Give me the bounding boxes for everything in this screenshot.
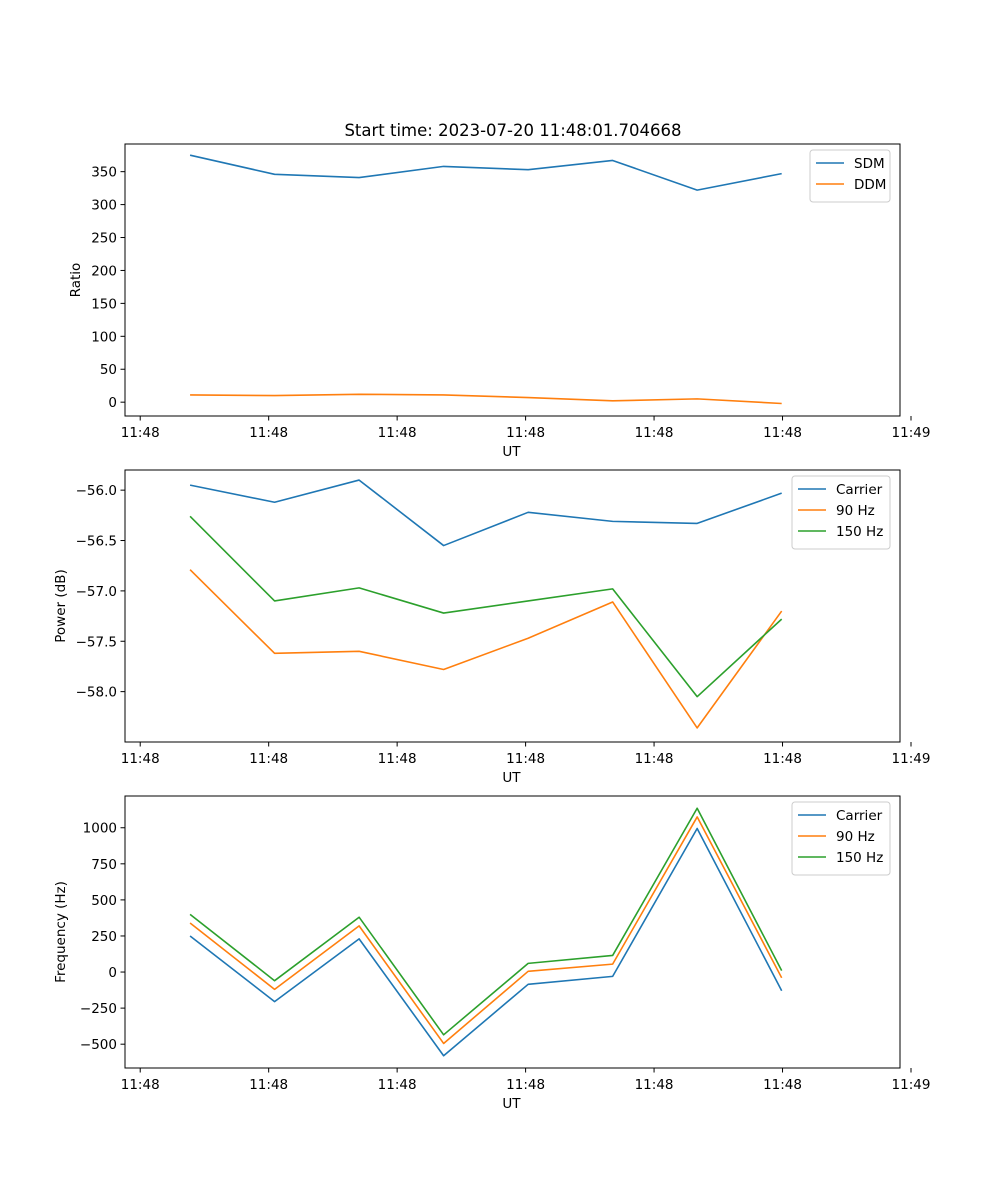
x-tick-label: 11:49 bbox=[892, 1077, 931, 1093]
y-tick-label: 0 bbox=[108, 395, 117, 411]
x-tick-label: 11:48 bbox=[506, 1077, 545, 1093]
series-line-carrier bbox=[189, 827, 783, 1057]
y-tick-label: 0 bbox=[108, 965, 117, 981]
y-tick-label: −57.5 bbox=[76, 634, 117, 650]
legend-label: SDM bbox=[854, 156, 885, 172]
y-tick-label: −250 bbox=[80, 1001, 117, 1017]
x-tick-label: 11:48 bbox=[763, 425, 802, 441]
y-tick-label: 500 bbox=[91, 893, 117, 909]
x-tick-label: 11:48 bbox=[763, 1077, 802, 1093]
y-tick-label: 250 bbox=[91, 231, 117, 247]
x-tick-label: 11:48 bbox=[635, 425, 674, 441]
x-axis-label: UT bbox=[502, 770, 521, 786]
y-axis-label: Power (dB) bbox=[53, 569, 69, 642]
y-tick-label: −56.5 bbox=[76, 534, 117, 550]
legend-label: 90 Hz bbox=[836, 503, 875, 519]
y-tick-label: 150 bbox=[91, 296, 117, 312]
x-tick-label: 11:48 bbox=[378, 1077, 417, 1093]
y-tick-label: 350 bbox=[91, 165, 117, 181]
legend-label: Carrier bbox=[836, 482, 883, 498]
plot-area-frame bbox=[124, 469, 901, 743]
series-line-ddm bbox=[190, 393, 782, 405]
panel-2: 11:48 11:48 11:48 11:48 11:48 11:48 11:49 −56.0… bbox=[53, 469, 931, 786]
legend-label: 150 Hz bbox=[836, 524, 883, 540]
x-tick-label: 11:48 bbox=[121, 1077, 160, 1093]
x-tick-label: 11:48 bbox=[121, 425, 160, 441]
series-line-150-hz bbox=[189, 807, 783, 1036]
series-line-90-hz bbox=[189, 569, 783, 729]
x-tick-label: 11:48 bbox=[635, 751, 674, 767]
panel-1: 11:48 11:48 11:48 11:48 11:48 11:48 11:49 0 50 10… bbox=[68, 143, 931, 460]
y-tick-label: −58.0 bbox=[76, 685, 117, 701]
legend-label: Carrier bbox=[836, 808, 883, 824]
y-tick-label: −56.0 bbox=[76, 483, 117, 499]
y-tick-label: 100 bbox=[91, 329, 117, 345]
y-tick-label: −57.0 bbox=[76, 584, 117, 600]
x-tick-label: 11:48 bbox=[763, 751, 802, 767]
series-line-90-hz bbox=[189, 816, 783, 1045]
x-tick-label: 11:48 bbox=[249, 751, 288, 767]
legend: Carrier 90 Hz 150 Hz bbox=[791, 801, 891, 876]
legend-label: DDM bbox=[854, 177, 886, 193]
x-tick-label: 11:48 bbox=[506, 751, 545, 767]
x-tick-label: 11:48 bbox=[249, 1077, 288, 1093]
y-axis-label: Frequency (Hz) bbox=[53, 881, 69, 983]
series-line-carrier bbox=[189, 479, 782, 547]
series-line-sdm bbox=[189, 154, 782, 191]
plot-area-frame bbox=[124, 143, 901, 417]
legend-label: 90 Hz bbox=[836, 829, 875, 845]
y-tick-label: 50 bbox=[100, 362, 117, 378]
legend: Carrier 90 Hz 150 Hz bbox=[791, 475, 891, 550]
y-tick-label: 300 bbox=[91, 198, 117, 214]
x-tick-label: 11:48 bbox=[249, 425, 288, 441]
y-tick-label: 250 bbox=[91, 929, 117, 945]
x-tick-label: 11:49 bbox=[892, 425, 931, 441]
plot-area-frame bbox=[124, 795, 901, 1069]
chart-title: Start time: 2023-07-20 11:48:01.704668 bbox=[344, 121, 681, 140]
x-tick-label: 11:49 bbox=[892, 751, 931, 767]
x-axis-label: UT bbox=[502, 444, 521, 460]
y-tick-label: −500 bbox=[80, 1037, 117, 1053]
series-line-150-hz bbox=[189, 515, 783, 698]
x-axis-label: UT bbox=[502, 1096, 521, 1112]
x-tick-label: 11:48 bbox=[378, 751, 417, 767]
x-tick-label: 11:48 bbox=[635, 1077, 674, 1093]
x-tick-label: 11:48 bbox=[506, 425, 545, 441]
y-axis-label: Ratio bbox=[68, 263, 84, 298]
x-tick-label: 11:48 bbox=[378, 425, 417, 441]
x-tick-label: 11:48 bbox=[121, 751, 160, 767]
y-tick-label: 1000 bbox=[83, 821, 117, 837]
y-tick-label: 200 bbox=[91, 263, 117, 279]
panel-3: 11:48 11:48 11:48 11:48 11:48 11:48 11:49 −500 −… bbox=[53, 795, 931, 1112]
y-tick-label: 750 bbox=[91, 857, 117, 873]
legend-label: 150 Hz bbox=[836, 850, 883, 866]
legend: SDM DDM bbox=[809, 149, 891, 203]
